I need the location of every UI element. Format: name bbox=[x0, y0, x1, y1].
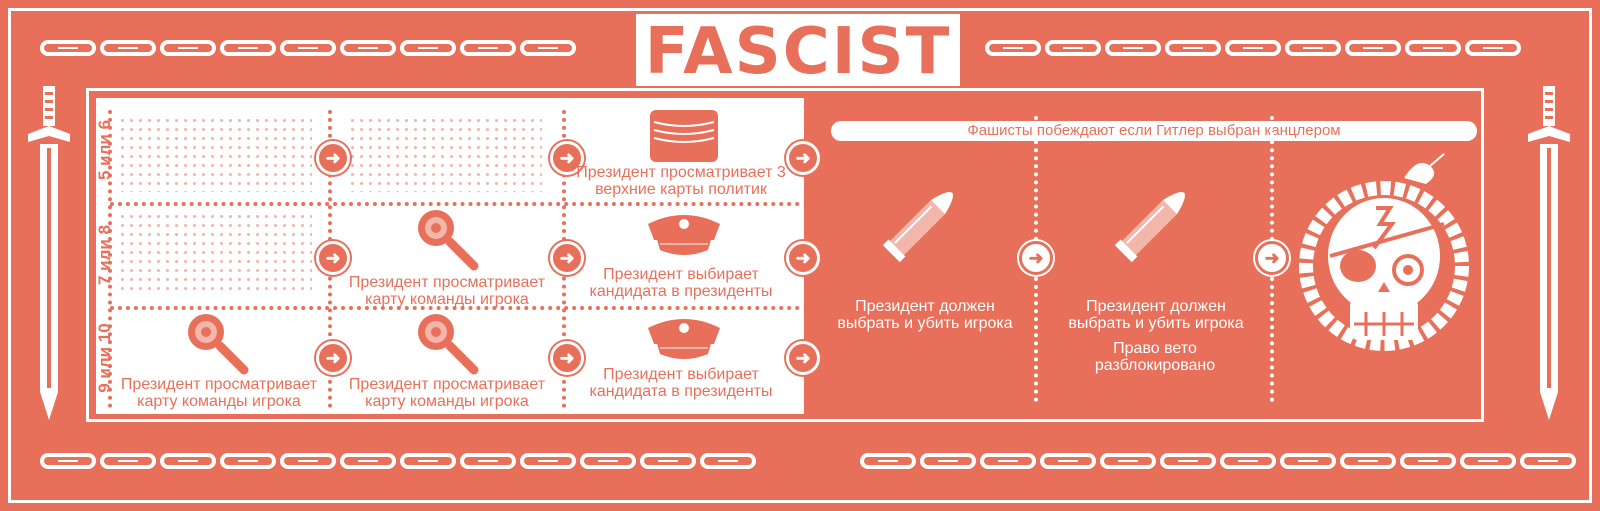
chain-icon bbox=[1100, 453, 1156, 469]
bullet-icon bbox=[1114, 192, 1185, 263]
bullet-icon bbox=[882, 192, 953, 263]
chain-icon bbox=[920, 453, 976, 469]
arrow-icon: ➜ bbox=[316, 341, 350, 375]
inner-frame bbox=[86, 88, 1484, 422]
chain-top-left bbox=[40, 35, 576, 61]
arrow-icon: ➜ bbox=[786, 141, 820, 175]
cell-text-r1c3: Президент просматривает 3 верхние карты … bbox=[576, 164, 786, 198]
chain-icon bbox=[280, 40, 336, 56]
cell-text-r3c2: Президент просматривает карту команды иг… bbox=[348, 376, 546, 410]
veto-unlocked-text: Право вето разблокировано bbox=[1094, 340, 1216, 374]
arrow-icon: ➜ bbox=[316, 241, 350, 275]
magnifier-icon bbox=[418, 314, 479, 375]
chain-icon bbox=[1045, 40, 1101, 56]
chain-icon bbox=[40, 40, 96, 56]
officer-cap-icon bbox=[648, 319, 720, 359]
arrow-icon: ➜ bbox=[1019, 241, 1053, 275]
chain-icon bbox=[1225, 40, 1281, 56]
chain-bottom-left bbox=[40, 448, 756, 474]
chain-icon bbox=[400, 453, 456, 469]
chain-icon bbox=[1460, 453, 1516, 469]
chain-icon bbox=[1465, 40, 1521, 56]
arrow-icon: ➜ bbox=[786, 241, 820, 275]
cell-text-r2c2: Президент просматривает карту команды иг… bbox=[348, 274, 546, 308]
chain-icon bbox=[700, 453, 756, 469]
chain-icon bbox=[340, 453, 396, 469]
slot4-text: Президент должен выбрать и убить игрока bbox=[837, 298, 1013, 332]
chain-icon bbox=[580, 453, 636, 469]
chain-icon bbox=[1160, 453, 1216, 469]
arrow-icon: ➜ bbox=[786, 341, 820, 375]
card-stack-icon bbox=[650, 110, 718, 162]
arrow-icon: ➜ bbox=[1255, 241, 1289, 275]
chain-icon bbox=[160, 40, 216, 56]
chain-icon bbox=[640, 453, 696, 469]
left-edge-divider bbox=[108, 110, 112, 408]
skull-snake-icon bbox=[1299, 153, 1469, 351]
chain-icon bbox=[460, 453, 516, 469]
row-divider bbox=[110, 306, 800, 310]
chain-top-right bbox=[985, 35, 1521, 61]
cell-text-r3c1: Президент просматривает карту команды иг… bbox=[120, 376, 318, 410]
chain-icon bbox=[160, 453, 216, 469]
chain-icon bbox=[1405, 40, 1461, 56]
chain-icon bbox=[1400, 453, 1456, 469]
chain-icon bbox=[400, 40, 456, 56]
sword-icon bbox=[1528, 86, 1570, 420]
chain-icon bbox=[340, 40, 396, 56]
arrow-icon: ➜ bbox=[316, 141, 350, 175]
board-title: FASCIST bbox=[644, 15, 952, 89]
chain-icon bbox=[1040, 453, 1096, 469]
chain-icon bbox=[100, 453, 156, 469]
chain-icon bbox=[1340, 453, 1396, 469]
empty-tile bbox=[348, 116, 542, 192]
chain-icon bbox=[520, 40, 576, 56]
outer-frame bbox=[8, 8, 1592, 503]
empty-tile bbox=[118, 116, 312, 192]
magnifier-icon bbox=[188, 314, 249, 375]
chain-icon bbox=[860, 453, 916, 469]
cell-text-r3c3: Президент выбирает кандидата в президент… bbox=[589, 366, 773, 400]
arrow-icon: ➜ bbox=[550, 141, 584, 175]
chain-icon bbox=[1105, 40, 1161, 56]
chain-bottom-right bbox=[860, 448, 1576, 474]
title-box: FASCIST bbox=[636, 14, 960, 86]
chain-icon bbox=[280, 453, 336, 469]
arrow-icon: ➜ bbox=[550, 241, 584, 275]
magnifier-icon bbox=[418, 210, 479, 271]
chain-icon bbox=[220, 453, 276, 469]
chain-icon bbox=[1280, 453, 1336, 469]
fascist-win-banner: Фашисты побеждают если Гитлер выбран кан… bbox=[831, 121, 1477, 141]
officer-cap-icon bbox=[648, 215, 720, 255]
row-label-5-6: 5 или 6 bbox=[95, 119, 114, 181]
chain-icon bbox=[460, 40, 516, 56]
chain-icon bbox=[40, 453, 96, 469]
row-divider bbox=[110, 202, 800, 206]
chain-icon bbox=[220, 40, 276, 56]
chain-icon bbox=[985, 40, 1041, 56]
chain-icon bbox=[1165, 40, 1221, 56]
cell-text-r2c3: Президент выбирает кандидата в президент… bbox=[589, 266, 773, 300]
chain-icon bbox=[520, 453, 576, 469]
chain-icon bbox=[980, 453, 1036, 469]
slot5-text: Президент должен выбрать и убить игрока bbox=[1068, 298, 1244, 332]
chain-icon bbox=[1285, 40, 1341, 56]
empty-tile bbox=[118, 212, 312, 296]
chain-icon bbox=[1345, 40, 1401, 56]
row-label-7-8: 7 или 8 bbox=[95, 224, 114, 286]
chain-icon bbox=[1520, 453, 1576, 469]
arrow-icon: ➜ bbox=[550, 341, 584, 375]
chain-icon bbox=[1220, 453, 1276, 469]
chain-icon bbox=[100, 40, 156, 56]
sword-icon bbox=[28, 86, 70, 420]
